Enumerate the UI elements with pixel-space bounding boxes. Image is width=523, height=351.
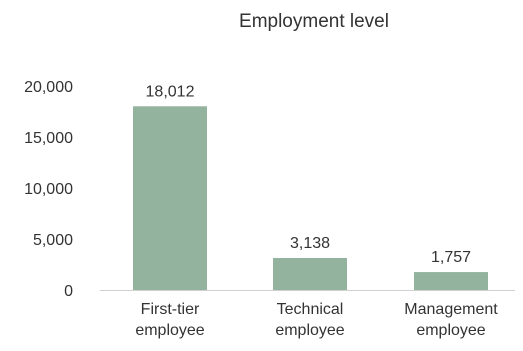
x-tick-label: Management employee (404, 301, 498, 339)
x-tick-label-line: Technical (277, 301, 344, 318)
value-labels: 18,012 3,138 1,757 (146, 83, 472, 266)
bar (133, 106, 207, 290)
y-tick-label: 5,000 (33, 232, 73, 249)
x-tick-label-line: Management (404, 301, 498, 318)
x-tick-label-line: employee (135, 322, 204, 339)
y-tick-label: 15,000 (24, 130, 73, 147)
y-tick-label: 10,000 (24, 181, 73, 198)
x-tick-label-line: First-tier (141, 301, 200, 318)
x-tick-label: First-tier employee (135, 301, 204, 339)
data-label: 3,138 (290, 235, 330, 252)
y-axis: 0 5,000 10,000 15,000 20,000 (24, 79, 73, 300)
y-tick-label: 0 (64, 283, 73, 300)
bar (273, 257, 347, 290)
x-tick-label: Technical employee (275, 301, 344, 339)
y-tick-label: 20,000 (24, 79, 73, 96)
chart-title: Employment level (239, 11, 389, 32)
bars (133, 106, 488, 290)
data-label: 1,757 (431, 249, 471, 266)
bar (414, 272, 488, 290)
x-tick-label-line: employee (416, 322, 485, 339)
x-tick-label-line: employee (275, 322, 344, 339)
data-label: 18,012 (146, 83, 195, 100)
